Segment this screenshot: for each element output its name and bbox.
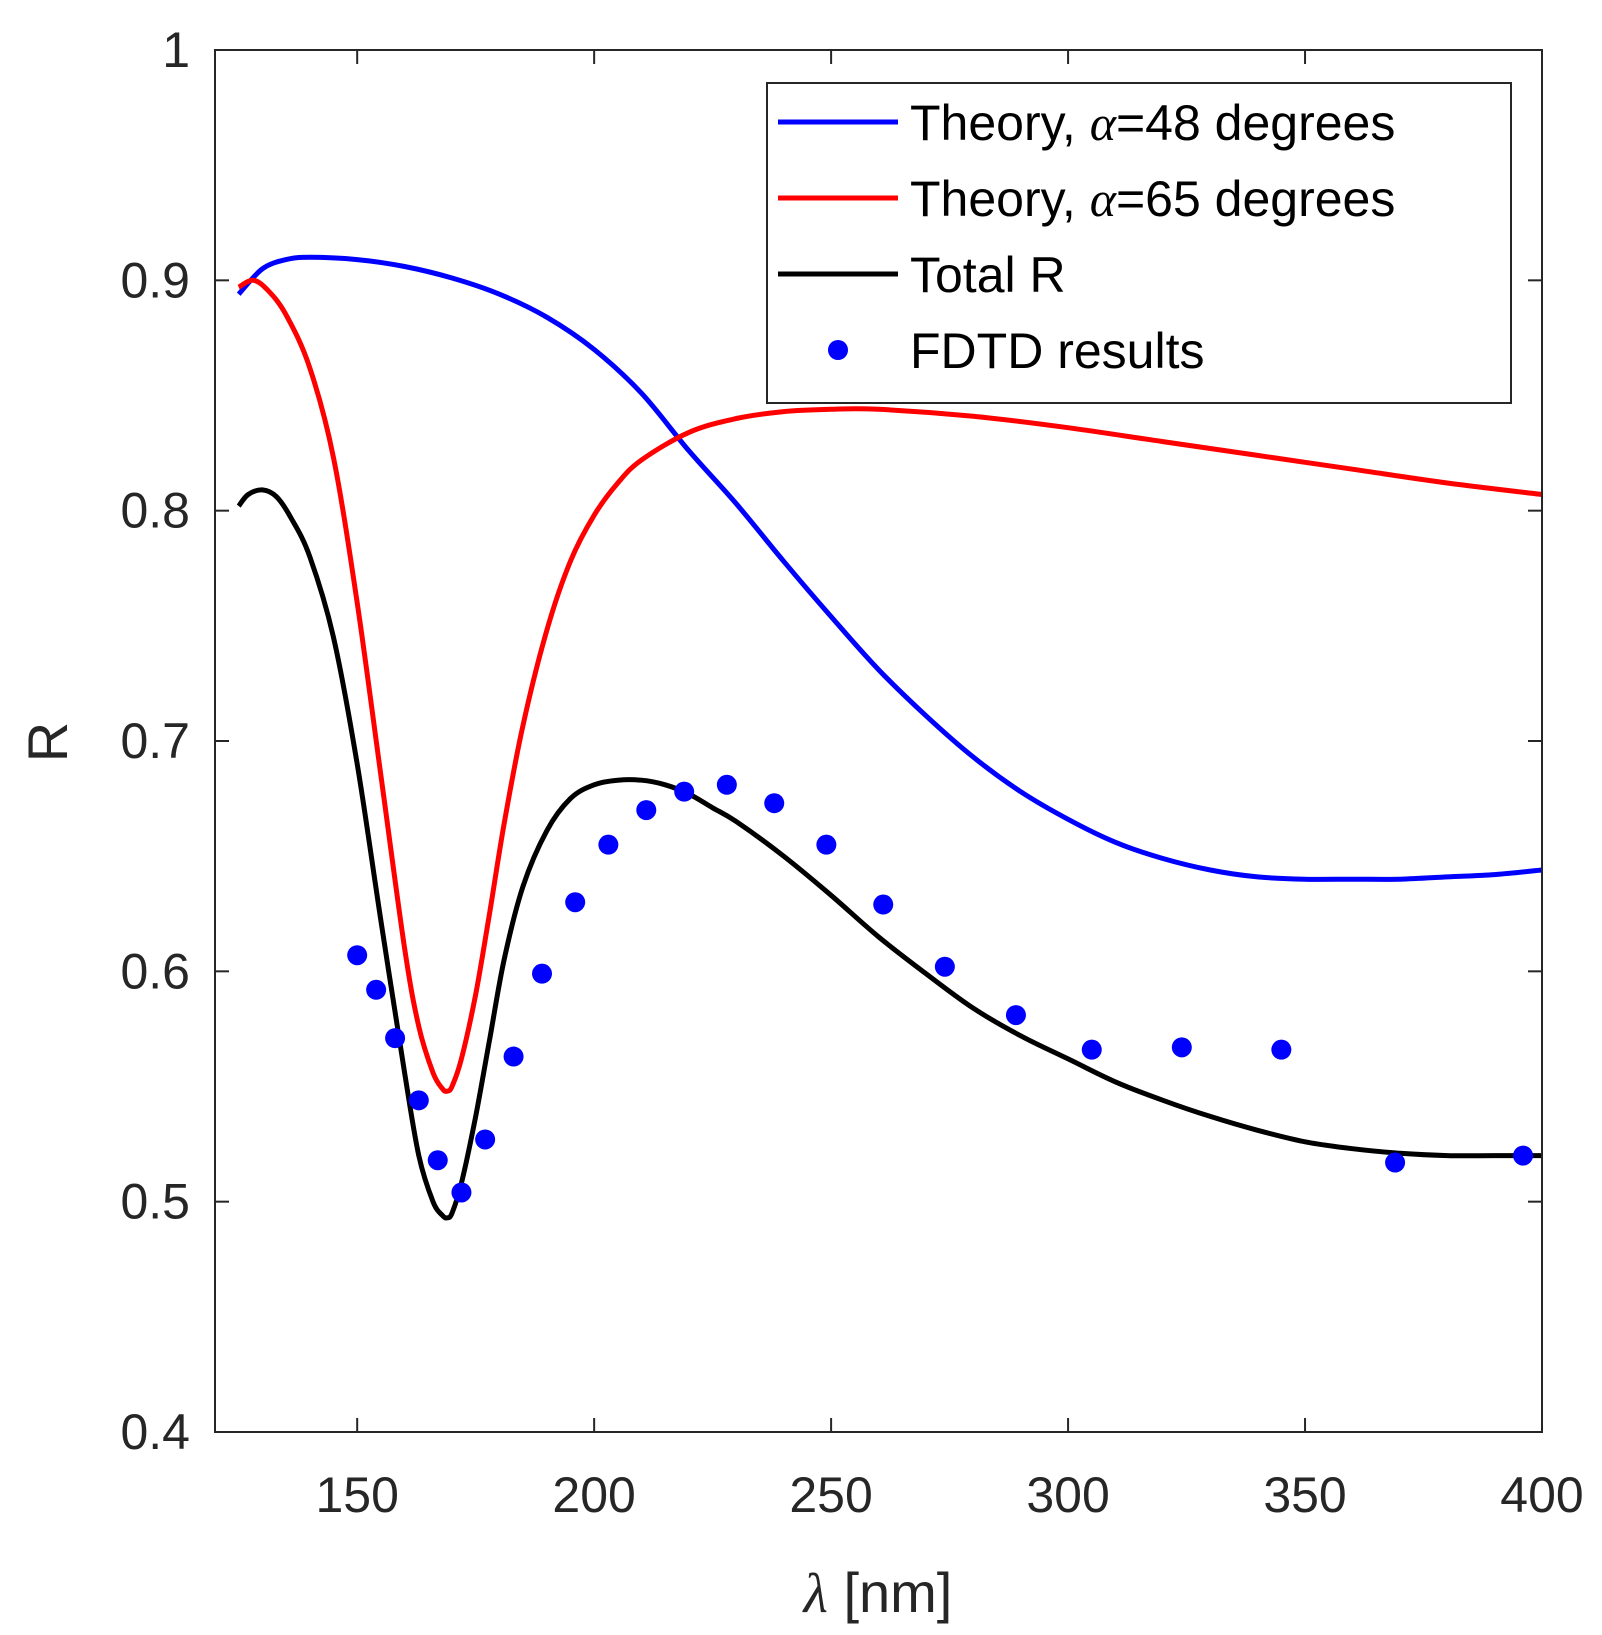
fdtd-point: [674, 781, 695, 802]
y-tick-label: 0.9: [120, 252, 190, 308]
y-tick-label: 0.4: [120, 1404, 190, 1460]
legend-label-symbol: α: [1090, 171, 1118, 227]
fdtd-point: [598, 834, 619, 855]
fdtd-point: [385, 1028, 406, 1049]
legend-box: [766, 82, 1512, 404]
fdtd-point: [503, 1046, 524, 1067]
fdtd-point: [716, 774, 737, 795]
legend-label-prefix: Total R: [910, 247, 1066, 303]
x-axis-label-text: [nm]: [828, 1561, 952, 1624]
fdtd-point: [1005, 1005, 1026, 1026]
fdtd-point: [532, 963, 553, 984]
legend-label-prefix: Theory,: [910, 95, 1090, 151]
x-tick-label: 350: [1263, 1467, 1346, 1523]
fdtd-point: [1271, 1039, 1292, 1060]
legend-label-symbol: α: [1090, 95, 1118, 151]
y-tick-label: 1: [162, 22, 190, 78]
x-tick-label: 300: [1026, 1467, 1109, 1523]
fdtd-point: [1081, 1039, 1102, 1060]
tick-labels: 150 200 250 300 350 400 0.4 0.5 0.6 0.7 0.8 0.9 1: [120, 22, 1583, 1523]
fdtd-point: [427, 1150, 448, 1171]
legend-label-suffix: =48 degrees: [1116, 95, 1395, 151]
x-tick-label: 150: [315, 1467, 398, 1523]
fdtd-point: [451, 1182, 472, 1203]
axes-box: [214, 49, 1543, 1433]
fdtd-point: [934, 956, 955, 977]
legend-label-suffix: =65 degrees: [1116, 171, 1395, 227]
x-axis-label: λ [nm]: [802, 1561, 953, 1625]
fdtd-point: [873, 894, 894, 915]
series-line-1: [237, 277, 1542, 1094]
y-tick-label: 0.5: [120, 1174, 190, 1230]
fdtd-point: [636, 800, 657, 821]
legend-label: Theory, α=65 degrees: [910, 171, 1395, 227]
x-tick-label: 200: [552, 1467, 635, 1523]
legend-label-prefix: Theory,: [910, 171, 1090, 227]
fdtd-point: [366, 979, 387, 1000]
fdtd-point: [408, 1090, 429, 1111]
y-tick-label: 0.6: [120, 943, 190, 999]
series-line-0: [236, 254, 1542, 882]
y-tick-label: 0.8: [120, 483, 190, 539]
y-axis-label: R: [16, 722, 79, 762]
legend-swatch-marker: [828, 340, 848, 360]
y-tick-label: 0.7: [120, 713, 190, 769]
fdtd-point: [764, 793, 785, 814]
fdtd-point: [475, 1129, 496, 1150]
fdtd-point: [1513, 1145, 1534, 1166]
fdtd-point: [347, 945, 368, 966]
fdtd-point: [565, 892, 586, 913]
fdtd-point: [816, 834, 837, 855]
fdtd-point: [1171, 1037, 1192, 1058]
x-tick-label: 250: [789, 1467, 872, 1523]
legend-label: Total R: [910, 247, 1066, 303]
legend-label: FDTD results: [910, 323, 1204, 379]
x-tick-label: 400: [1500, 1467, 1583, 1523]
legend-label: Theory, α=48 degrees: [910, 95, 1395, 151]
series-layer: [236, 254, 1542, 1221]
fdtd-point: [1385, 1152, 1406, 1173]
series-line-2: [236, 487, 1542, 1221]
x-axis-label-symbol: λ: [802, 1563, 828, 1625]
legend-label-prefix: FDTD results: [910, 323, 1204, 379]
